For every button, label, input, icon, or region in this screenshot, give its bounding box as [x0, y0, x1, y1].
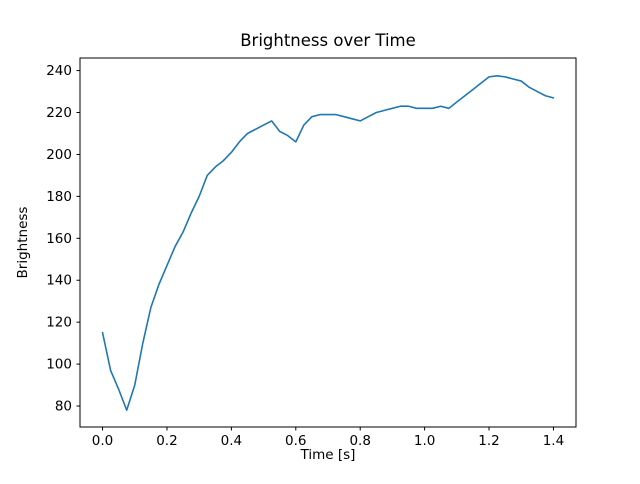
y-tick-label: 240	[46, 63, 72, 79]
x-tick-label: 0.2	[156, 433, 177, 449]
x-tick-label: 1.0	[414, 433, 435, 449]
y-tick-label: 100	[46, 357, 72, 373]
y-tick-label: 220	[46, 105, 72, 121]
y-axis-label: Brightness	[15, 207, 31, 279]
x-tick-label: 1.4	[543, 433, 564, 449]
x-tick-label: 1.2	[478, 433, 499, 449]
brightness-series-line	[101, 75, 555, 412]
y-tick-label: 120	[46, 315, 72, 331]
x-tick-label: 0.8	[349, 433, 370, 449]
x-tick-label: 0.6	[285, 433, 306, 449]
x-tick-label: 0.4	[221, 433, 242, 449]
y-tick-label: 140	[46, 273, 72, 289]
y-tick-label: 180	[46, 189, 72, 205]
y-tick-label: 200	[46, 147, 72, 163]
x-axis-label: Time [s]	[300, 447, 356, 463]
plot-border	[79, 57, 577, 428]
y-tick-label: 80	[55, 399, 72, 415]
y-tick-label: 160	[46, 231, 72, 247]
chart-title: Brightness over Time	[240, 31, 416, 50]
x-tick-label: 0.0	[92, 433, 113, 449]
